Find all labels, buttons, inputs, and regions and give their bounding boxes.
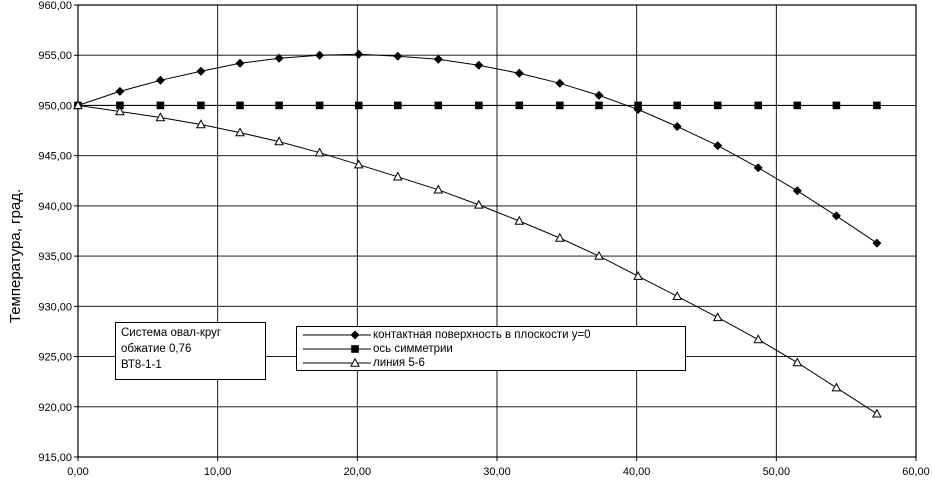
data-point-triangle xyxy=(633,271,643,280)
data-point-diamond xyxy=(872,238,882,248)
data-point-triangle xyxy=(594,251,604,260)
data-point-square xyxy=(713,101,722,110)
x-tick-label: 20,00 xyxy=(344,466,372,478)
annotation-line-2: обжатие 0,76 xyxy=(121,343,192,355)
data-point-triangle xyxy=(555,233,565,242)
data-point-triangle xyxy=(831,383,841,392)
y-axis-label: Температура, град. xyxy=(7,189,24,323)
data-point-triangle xyxy=(872,409,882,418)
y-tick-label: 955,00 xyxy=(38,50,72,62)
legend-item-symmetry-axis: ось симметрии xyxy=(301,342,681,356)
data-point-square xyxy=(156,101,165,110)
x-tick-label: 60,00 xyxy=(902,466,930,478)
data-point-diamond xyxy=(555,78,565,88)
data-point-square xyxy=(197,101,205,110)
data-point-square xyxy=(394,101,402,110)
data-point-diamond xyxy=(433,54,443,64)
y-tick-label: 915,00 xyxy=(38,452,72,464)
data-point-diamond xyxy=(235,58,245,68)
data-point-diamond xyxy=(514,68,524,78)
y-tick-label: 930,00 xyxy=(38,301,72,313)
data-point-diamond xyxy=(196,66,206,76)
data-point-square xyxy=(754,101,762,110)
x-tick-label: 40,00 xyxy=(623,466,651,478)
x-tick-label: 30,00 xyxy=(483,466,511,478)
x-tick-label: 50,00 xyxy=(763,466,791,478)
data-point-diamond xyxy=(393,51,403,61)
annotation-line-3: ВТ8-1-1 xyxy=(121,359,162,371)
legend: контактная поверхность в плоскости y=0 о… xyxy=(296,326,686,371)
data-point-triangle xyxy=(792,357,802,367)
data-point-square xyxy=(475,101,483,110)
data-point-square xyxy=(673,101,681,110)
legend-swatch-square xyxy=(303,345,371,353)
y-tick-label: 950,00 xyxy=(38,100,72,112)
y-tick-label: 940,00 xyxy=(38,201,72,213)
x-tick-label: 10,00 xyxy=(204,466,232,478)
data-point-square xyxy=(434,101,443,110)
x-tick-label: 0,00 xyxy=(67,466,88,478)
data-point-diamond xyxy=(155,75,165,85)
data-point-triangle xyxy=(514,216,524,225)
data-point-triangle xyxy=(474,200,484,209)
data-point-square xyxy=(793,101,802,110)
data-point-square xyxy=(236,101,244,110)
data-point-diamond xyxy=(713,141,723,151)
data-point-diamond xyxy=(474,60,484,70)
y-tick-label: 935,00 xyxy=(38,251,72,263)
legend-item-contact-surface: контактная поверхность в плоскости y=0 xyxy=(301,328,681,342)
data-point-diamond xyxy=(672,122,682,131)
y-tick-label: 920,00 xyxy=(38,402,72,414)
legend-label: контактная поверхность в плоскости y=0 xyxy=(373,329,591,341)
info-annotation-box: Система овал-круг обжатие 0,76 ВТ8-1-1 xyxy=(115,322,266,380)
data-point-square xyxy=(275,101,283,110)
data-point-square xyxy=(515,101,524,110)
series-line-diamond xyxy=(77,53,878,244)
legend-item-line-5-6: линия 5-6 xyxy=(301,356,681,370)
y-tick-label: 960,00 xyxy=(38,0,72,12)
data-point-diamond xyxy=(831,211,841,221)
data-point-square xyxy=(832,101,841,110)
legend-swatch-triangle xyxy=(303,358,371,367)
data-point-diamond xyxy=(354,49,364,59)
data-point-diamond xyxy=(115,86,125,96)
legend-label: линия 5-6 xyxy=(373,357,425,369)
data-point-square xyxy=(595,101,603,110)
data-point-triangle xyxy=(713,312,723,322)
legend-swatch-diamond xyxy=(303,330,371,340)
data-point-square xyxy=(634,101,642,110)
data-point-diamond xyxy=(315,50,325,60)
data-point-square xyxy=(873,101,881,110)
data-point-square xyxy=(315,101,324,110)
data-point-diamond xyxy=(594,90,604,100)
data-point-triangle xyxy=(753,334,763,344)
y-tick-label: 925,00 xyxy=(38,352,72,364)
data-point-diamond xyxy=(753,163,763,173)
data-point-square xyxy=(556,101,564,110)
data-point-triangle xyxy=(672,291,682,300)
data-point-diamond xyxy=(792,186,802,196)
legend-label: ось симметрии xyxy=(373,343,453,355)
data-point-square xyxy=(354,101,363,110)
annotation-line-1: Система овал-круг xyxy=(121,327,222,339)
y-tick-label: 945,00 xyxy=(38,151,72,163)
